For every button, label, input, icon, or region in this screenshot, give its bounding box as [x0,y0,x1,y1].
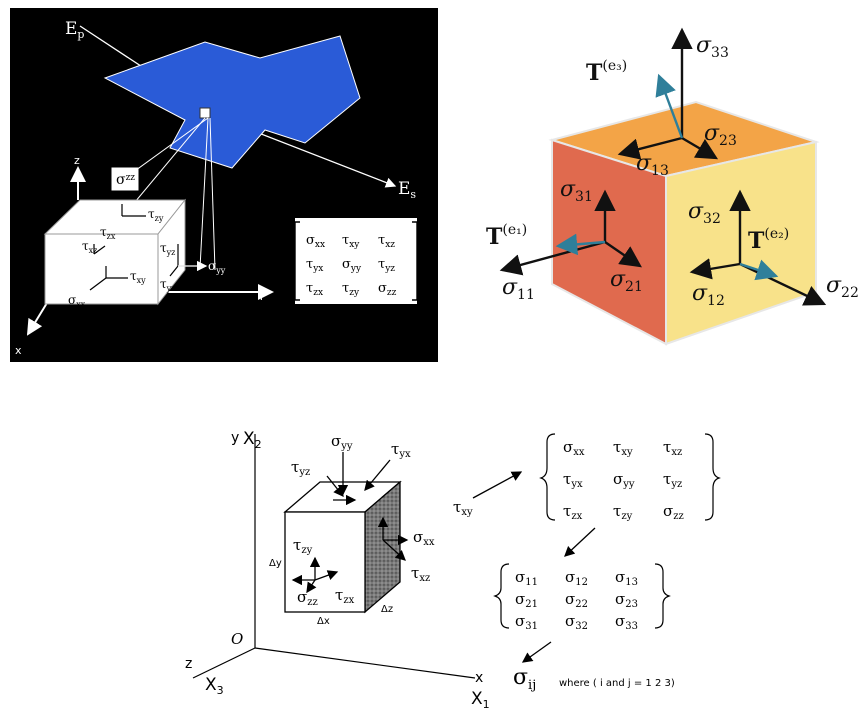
sigma-13-label: σ13 [636,151,669,179]
matrix-xyz-right-brace [704,433,721,521]
matrix-xyz-entries: σxx τxy τxz τyx σyy τyz τzx τzy σzz [563,438,684,522]
matrix-cell: σ12 [565,568,588,588]
axis-z-label: z [74,154,80,167]
stress-component-labels: σ33 σ23 σ13 σ31 σ32 σ21 σ11 σ12 σ22 [502,33,859,309]
matrix-cell: σ23 [615,590,638,610]
stress-element-panel: y X2 z X3 x X1 O σyy τy [175,420,735,711]
matrix-cell: τyx [306,257,323,274]
tau-zx-label: τzx [100,225,116,241]
cube-stress-labels: τzy τzx τxz τyz τxy τyx σxx σyy [68,207,226,309]
tau-xz-label: τxz [411,564,430,584]
axis-x1-label: X1 [471,689,490,711]
delta-x-label: Δx [317,616,330,627]
dimension-labels: Δy Δx Δz [269,558,393,627]
matrix-cell: σ31 [515,612,538,632]
cauchy-cube-diagram: σ33 σ23 σ13 σ31 σ32 σ21 σ11 σ12 σ22 T(e₃… [486,27,859,346]
axis-x-label: x [475,670,483,686]
matrix-cell: τzx [306,281,323,298]
matrix-cell: τzy [613,502,633,522]
sigma-11-label: σ11 [502,275,535,303]
stress-plane-panel: Ep Es z Y x σzz τzy [10,8,438,362]
matrix-123-left-brace [493,563,510,629]
matrix-cell: σxx [563,438,585,458]
sigma-33-label: σ33 [696,33,729,61]
axis-y-label: y [231,430,239,446]
delta-z-label: Δz [381,604,393,615]
tau-xz-label: τxz [82,239,97,255]
stress-element-diagram: y X2 z X3 x X1 O σyy τy [185,429,721,711]
matrix-cell: τxz [378,233,395,250]
matrix-cell: σ13 [615,568,638,588]
tau-yx-label: τyx [160,277,176,293]
stress-matrix-box [295,218,417,304]
matrix-cell: σ21 [515,590,538,610]
sigma-23-label: σ23 [704,121,737,149]
sigma-yy-label: σyy [331,432,353,452]
stress-plane-diagram: Ep Es z Y x σzz τzy [15,19,418,357]
sigma-zz-label: σzz [297,588,318,608]
sigma-xx-label: σxx [413,528,435,548]
sigma-zz-label: σzz [116,172,135,188]
tau-xy-label: τxy [453,498,473,518]
axis-z-label: z [185,656,192,672]
cube-front-face [44,233,159,305]
traction-e2-label: T(e₂) [748,226,789,254]
matrix-cell: σyy [613,470,635,490]
matrix-cell: τzy [342,281,360,298]
sigma-ij-label: σij [513,665,536,693]
sigma-31-label: σ31 [560,177,593,205]
origin-label: O [231,630,243,648]
matrix-cell: σ22 [565,590,588,610]
tau-yz-label: τyz [160,241,175,257]
plane-axis-label-right: Es [398,179,416,201]
matrix-cell: σ11 [515,568,538,588]
matrix-cell: τxz [663,438,682,458]
cauchy-cube-panel: σ33 σ23 σ13 σ31 σ32 σ21 σ11 σ12 σ22 T(e₃… [470,8,865,360]
matrix-cell: τxy [613,438,633,458]
delta-y-label: Δy [269,558,282,569]
traction-labels: T(e₃) T(e₁) T(e₂) [486,58,789,254]
sigma-22-label: σ22 [826,273,859,301]
matrix-cell: τyz [378,257,395,274]
sigma-zz-box [111,167,139,191]
stress-matrix-entries: σxx τxy τxz τyx σyy τyz τzx τzy σzz [306,233,397,298]
matrix-cell: τzx [563,502,583,522]
matrix-cell: σ33 [615,612,638,632]
cube-stress-labels: σyy τyz τyx τxy τzy σzz τzx σxx τxz [291,432,473,608]
axis-x2-label: X2 [243,429,262,451]
tau-yz-label: τyz [291,458,310,478]
matrix-cell: τxy [342,233,360,250]
axis-y-label: Y [257,290,265,303]
sigma-xx-label: σxx [68,293,86,309]
where-note: where ( i and j = 1 2 3) [559,678,675,689]
matrix-cell: σ32 [565,612,588,632]
matrix-123-right-brace [654,563,671,629]
cutting-plane [103,35,361,169]
sigma-21-label: σ21 [610,267,643,295]
matrix-cell: τyz [663,470,682,490]
matrix-cell: σzz [663,502,684,522]
tau-zx-label: τzx [335,586,355,606]
tau-yx-label: τyx [391,440,411,460]
traction-e3-label: T(e₃) [586,58,627,86]
cube-front-face [284,511,366,613]
matrix-123-entries: σ11 σ12 σ13 σ21 σ22 σ23 σ31 σ32 σ33 [515,568,638,632]
matrix-cell: σzz [378,281,397,298]
sigma-12-label: σ12 [692,281,725,309]
matrix-cell: σxx [306,233,325,250]
tau-xy-label: τxy [130,269,146,285]
traction-e1-label: T(e₁) [486,222,527,250]
axis-x-label: x [15,344,22,357]
tau-zy-label: τzy [293,536,313,556]
matrix-cell: τyx [563,470,583,490]
probe-point [199,107,211,119]
sigma-yy-label: σyy [208,259,226,275]
sigma-32-label: σ32 [688,199,721,227]
matrix-xyz-left-brace [539,433,556,521]
tau-zy-label: τzy [148,207,164,223]
matrix-cell: σyy [342,257,362,274]
axis-x3-label: X3 [205,675,224,697]
plane-axis-label-top: Ep [65,19,84,41]
